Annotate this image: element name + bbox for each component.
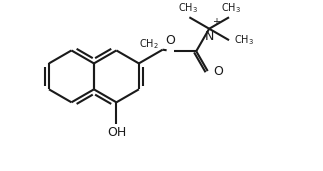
Text: CH$_3$: CH$_3$ (178, 1, 198, 15)
Text: CH$_3$: CH$_3$ (221, 1, 241, 15)
Text: O: O (165, 34, 175, 47)
Text: O: O (213, 64, 223, 77)
Text: CH$_2$: CH$_2$ (139, 37, 159, 51)
Text: CH$_3$: CH$_3$ (234, 33, 254, 47)
Text: +: + (212, 17, 220, 27)
Text: OH: OH (107, 126, 126, 139)
Text: N: N (204, 30, 214, 43)
